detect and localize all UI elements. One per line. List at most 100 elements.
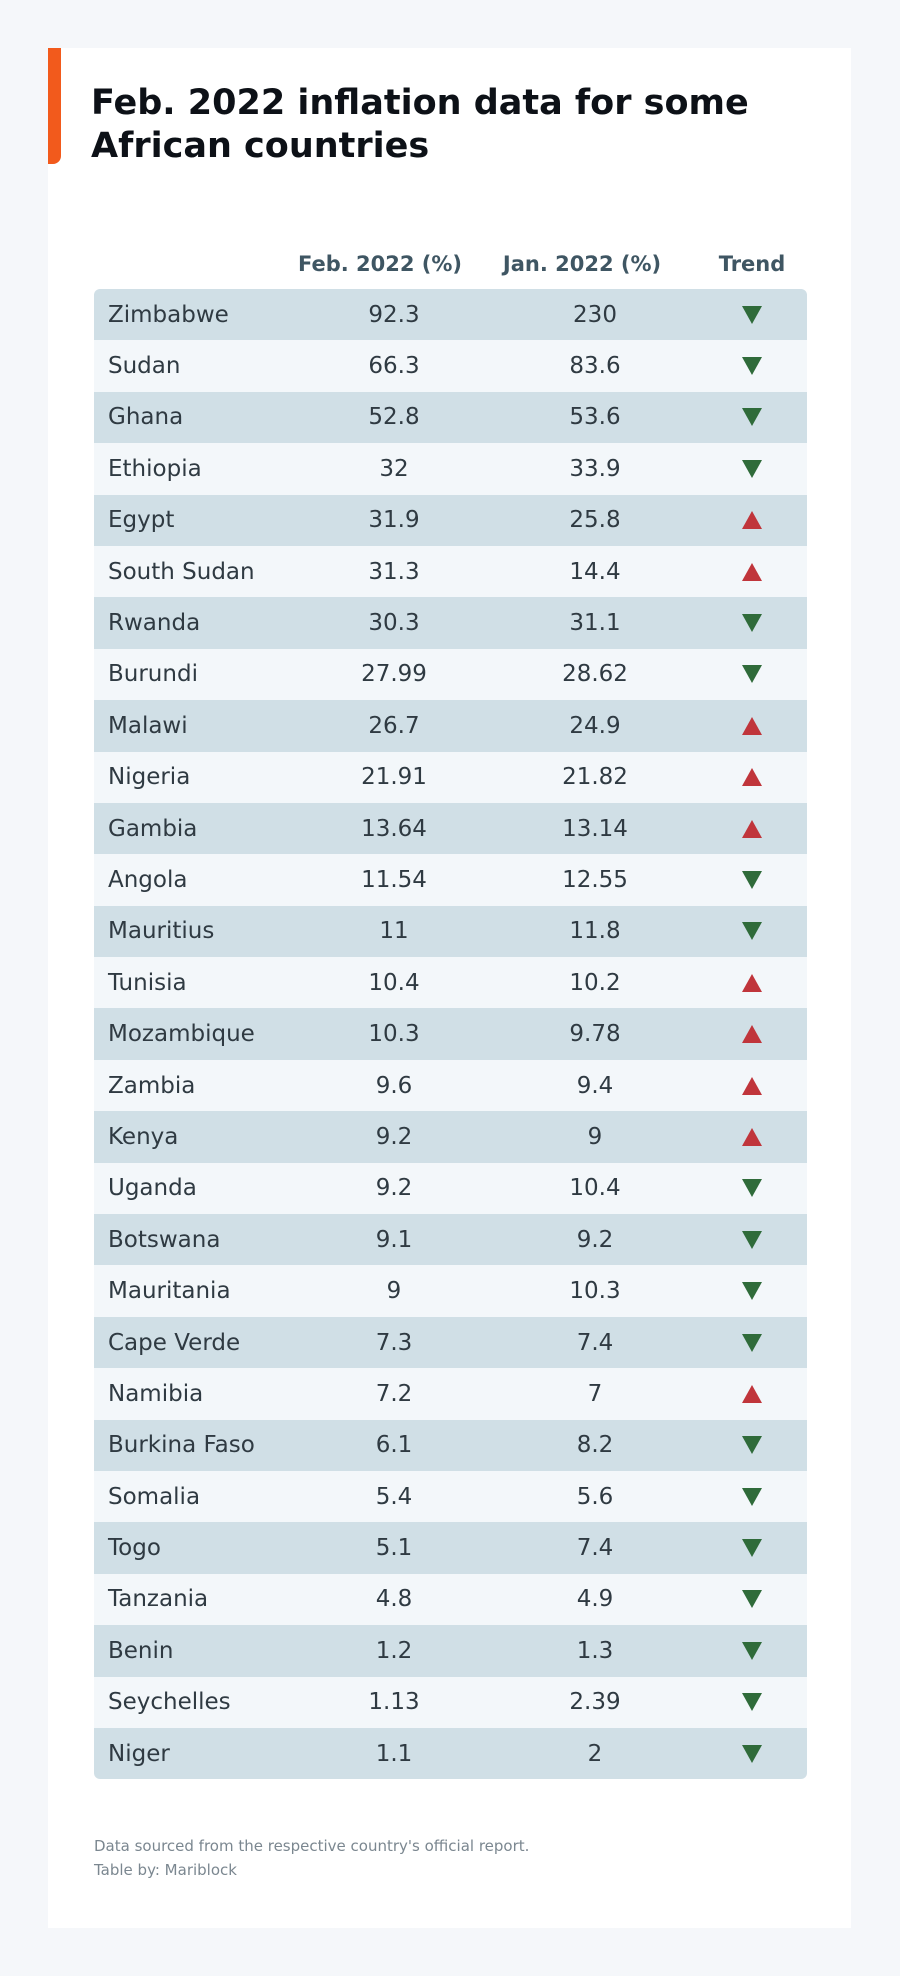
jan-value-cell: 2 [587,1740,603,1767]
trend-cell [696,510,807,530]
country-cell: Uganda [108,1175,197,1202]
trend-cell [696,819,807,839]
source-note: Data sourced from the respective country… [94,1837,530,1855]
feb-value-cell: 30.3 [368,610,420,637]
feb-value-cell: 7.2 [375,1380,413,1407]
country-cell: Tunisia [108,969,187,996]
trend-cell [696,716,807,736]
trend-up-icon [741,1384,762,1403]
feb-value-cell: 10.3 [368,1021,420,1048]
country-cell: Kenya [108,1123,179,1150]
trend-cell [696,459,807,479]
table-row: Cape Verde 7.3 7.4 [94,1316,807,1369]
country-cell: Mauritania [108,1278,231,1305]
country-cell: Togo [108,1535,161,1562]
feb-value-cell: 5.4 [375,1483,413,1510]
feb-value-cell: 9 [386,1278,402,1305]
trend-up-icon [741,562,762,581]
country-cell: Nigeria [108,764,191,791]
country-cell: Benin [108,1637,174,1664]
trend-cell [696,356,807,376]
feb-value-cell: 92.3 [368,301,420,328]
jan-value-cell: 2.39 [569,1689,621,1716]
jan-value-cell: 11.8 [569,918,621,945]
table-row: Ethiopia 32 33.9 [94,443,807,495]
trend-down-icon [741,1333,762,1352]
trend-up-icon [741,511,762,530]
trend-down-icon [741,1693,762,1712]
trend-down-icon [741,1436,762,1455]
trend-up-icon [741,1127,762,1146]
feb-value-cell: 4.8 [375,1586,413,1613]
feb-value-cell: 13.64 [361,815,427,842]
table-row: Gambia 13.64 13.14 [94,802,807,855]
table-row: Ghana 52.8 53.6 [94,391,807,444]
trend-down-icon [741,1282,762,1301]
trend-down-icon [741,1230,762,1249]
column-header-feb-2022: Feb. 2022 (%) [297,252,463,276]
trend-down-icon [741,408,762,427]
country-cell: South Sudan [108,558,255,585]
feb-value-cell: 10.4 [368,969,420,996]
trend-cell [696,1487,807,1507]
table-row: South Sudan 31.3 14.4 [94,545,807,598]
table-row: Zambia 9.6 9.4 [94,1059,807,1112]
country-cell: Burundi [108,661,198,688]
country-cell: Burkina Faso [108,1432,255,1459]
jan-value-cell: 4.9 [576,1586,614,1613]
feb-value-cell: 5.1 [375,1535,413,1562]
feb-value-cell: 6.1 [375,1432,413,1459]
table-row: Mauritania 9 10.3 [94,1265,807,1317]
table-row: Somalia 5.4 5.6 [94,1470,807,1523]
table-row: Burkina Faso 6.1 8.2 [94,1419,807,1471]
jan-value-cell: 10.4 [569,1175,621,1202]
trend-cell [696,870,807,890]
trend-down-icon [741,1744,762,1763]
trend-up-icon [741,768,762,787]
country-cell: Seychelles [108,1689,231,1716]
country-cell: Zimbabwe [108,301,229,328]
trend-up-icon [741,819,762,838]
trend-cell [696,1178,807,1198]
trend-down-icon [741,305,762,324]
trend-down-icon [741,1487,762,1506]
feb-value-cell: 11.54 [361,866,427,893]
table-row: Niger 1.1 2 [94,1727,807,1780]
jan-value-cell: 8.2 [576,1432,614,1459]
country-cell: Ethiopia [108,455,202,482]
jan-value-cell: 9.2 [576,1226,614,1253]
jan-value-cell: 10.2 [569,969,621,996]
trend-down-icon [741,1179,762,1198]
jan-value-cell: 1.3 [576,1637,614,1664]
jan-value-cell: 21.82 [562,764,628,791]
jan-value-cell: 53.6 [569,404,621,431]
jan-value-cell: 9.78 [569,1021,621,1048]
trend-down-icon [741,1590,762,1609]
table-row: Nigeria 21.91 21.82 [94,751,807,803]
table-row: Namibia 7.2 7 [94,1368,807,1420]
accent-bar [48,48,61,164]
trend-down-icon [741,459,762,478]
jan-value-cell: 7.4 [576,1535,614,1562]
country-cell: Mozambique [108,1021,255,1048]
country-cell: Mauritius [108,918,215,945]
trend-cell [696,1384,807,1404]
trend-cell [696,1024,807,1044]
feb-value-cell: 1.13 [368,1689,420,1716]
trend-cell [696,1692,807,1712]
jan-value-cell: 9 [587,1123,603,1150]
jan-value-cell: 24.9 [569,712,621,739]
trend-cell [696,1281,807,1301]
country-cell: Gambia [108,815,198,842]
trend-cell [696,1744,807,1764]
trend-cell [696,1641,807,1661]
feb-value-cell: 1.2 [375,1637,413,1664]
jan-value-cell: 83.6 [569,353,621,380]
feb-value-cell: 9.6 [375,1072,413,1099]
jan-value-cell: 33.9 [569,455,621,482]
trend-down-icon [741,357,762,376]
table-row: Tunisia 10.4 10.2 [94,957,807,1009]
trend-up-icon [741,716,762,735]
table-row: Rwanda 30.3 31.1 [94,597,807,649]
trend-cell [696,921,807,941]
